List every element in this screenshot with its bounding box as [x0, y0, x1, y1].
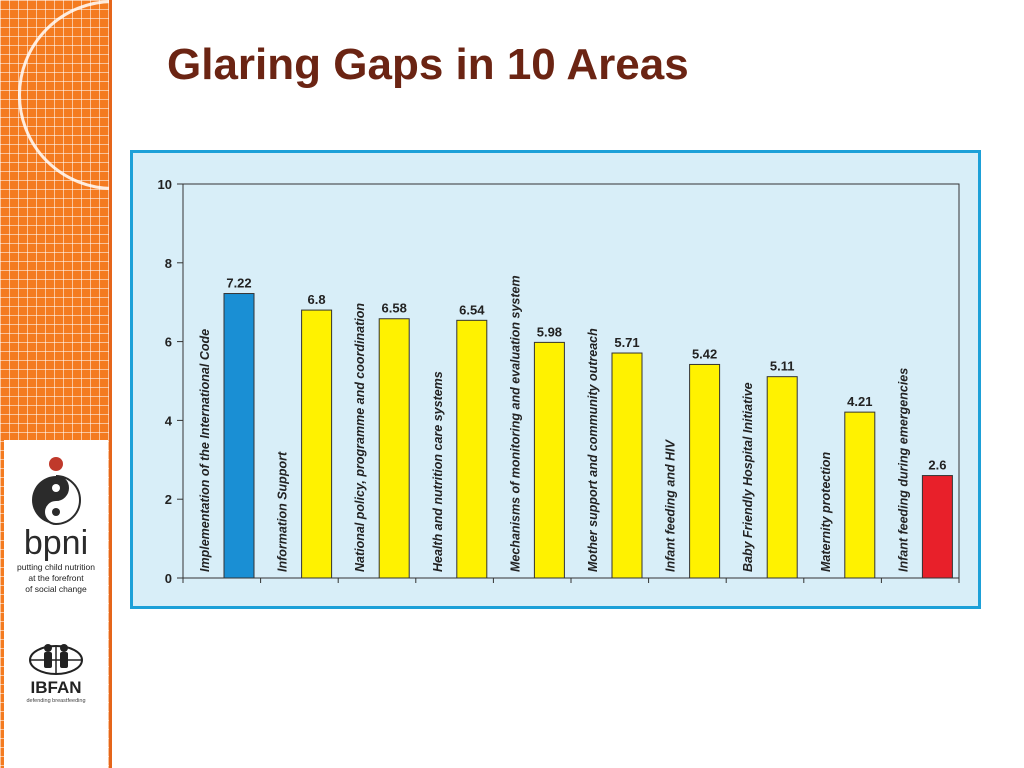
ibfan-logo-icon	[29, 644, 83, 675]
y-tick-label: 2	[165, 492, 172, 507]
category-label: Infant feeding during emergencies	[896, 368, 910, 572]
bar	[766, 376, 798, 579]
logo-panel: bpni putting child nutrition at the fore…	[4, 440, 108, 768]
category-label: Baby Friendly Hospital Initiative	[741, 382, 755, 572]
category-label: National policy, programme and coordinat…	[353, 303, 367, 572]
bar	[689, 363, 721, 579]
data-label: 7.22	[226, 276, 251, 291]
bar	[378, 318, 410, 579]
category-label: Maternity protection	[819, 451, 833, 572]
bar	[223, 293, 255, 579]
category-label: Mother support and community outreach	[586, 328, 600, 572]
ibfan-logo-text: IBFAN	[30, 678, 82, 697]
category-label: Information Support	[276, 451, 290, 572]
bpni-tagline-line: putting child nutrition	[17, 562, 95, 572]
y-tick-label: 8	[165, 256, 172, 271]
bar	[533, 341, 565, 579]
category-label: Health and nutrition care systems	[431, 371, 445, 572]
page-title: Glaring Gaps in 10 Areas	[167, 40, 689, 89]
bpni-logo-icon	[32, 457, 81, 526]
bar-chart: 0 2 4 6 8 10 7.22 Implementation of the Interna…	[158, 177, 960, 586]
sidebar-edge	[109, 0, 112, 768]
y-tick-label: 0	[165, 571, 172, 586]
data-label: 5.42	[692, 346, 717, 361]
data-label: 6.8	[308, 292, 326, 307]
data-label: 4.21	[847, 394, 872, 409]
category-label: Mechanisms of monitoring and evaluation …	[508, 275, 522, 572]
bpni-tagline: putting child nutrition at the forefront…	[4, 562, 108, 595]
bpni-tagline-line: at the forefront	[28, 573, 84, 583]
data-label: 5.11	[770, 359, 795, 374]
y-tick-label: 10	[158, 177, 172, 192]
bar	[921, 475, 953, 579]
category-label: Implementation of the International Code	[198, 329, 212, 572]
ibfan-tagline: defending breastfeeding	[26, 698, 86, 704]
bar	[456, 319, 488, 579]
data-label: 6.54	[459, 302, 485, 317]
y-tick-label: 4	[165, 413, 173, 428]
data-label: 5.98	[537, 324, 562, 339]
decorative-arc	[18, 0, 112, 190]
bpni-tagline-line: of social change	[25, 584, 87, 594]
chart-panel: 0 2 4 6 8 10 7.22 Implementation of the Interna…	[130, 150, 981, 609]
data-label: 6.58	[382, 301, 407, 316]
plot-frame	[182, 183, 960, 579]
bar	[611, 352, 643, 579]
data-label: 2.6	[928, 458, 946, 473]
y-tick-label: 6	[165, 335, 172, 350]
bar	[301, 309, 333, 579]
category-label: Infant feeding and HIV	[664, 438, 678, 572]
data-label: 5.71	[614, 335, 639, 350]
bar	[844, 411, 876, 579]
bpni-logo-text: bpni	[23, 524, 89, 562]
